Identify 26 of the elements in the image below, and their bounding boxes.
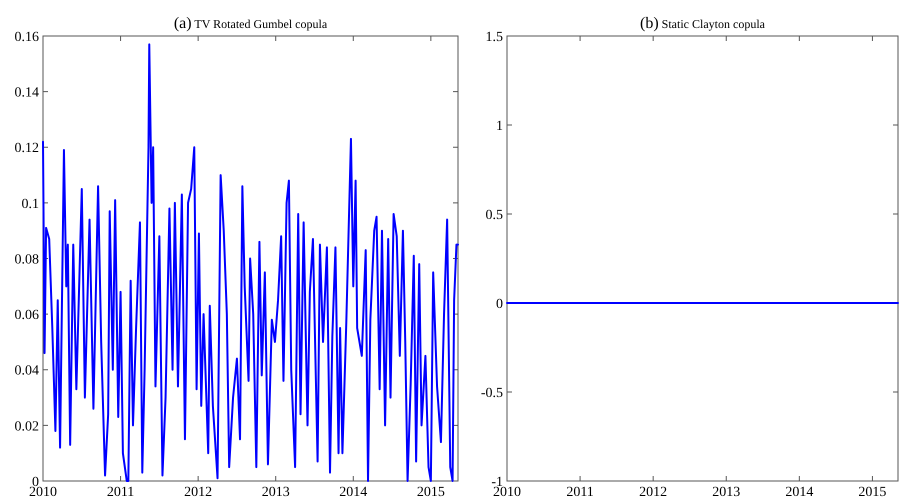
x-tick-label: 2011 [566, 485, 594, 500]
y-tick-label: -0.5 [480, 386, 503, 401]
x-tick-label: 2014 [785, 485, 814, 500]
chart-title: (b) Static Clayton copula [640, 15, 766, 32]
y-tick-label: 0.14 [14, 86, 39, 101]
y-tick-label: 1.5 [486, 30, 503, 45]
x-tick-label: 2015 [416, 485, 445, 500]
y-tick-label: 0.16 [14, 30, 39, 45]
line-series [42, 43, 459, 482]
x-tick-label: 2013 [262, 485, 290, 500]
chart-title: (a) TV Rotated Gumbel copula [174, 15, 328, 32]
y-tick-label: 0.5 [486, 208, 503, 223]
x-tick-label: 2012 [184, 485, 212, 500]
x-tick-label: 2012 [639, 485, 668, 500]
y-tick-label: 0.06 [14, 308, 39, 324]
y-tick-label: 0 [496, 296, 503, 312]
y-tick-label: 0.02 [14, 419, 39, 434]
x-tick-label: 2014 [339, 485, 368, 500]
x-tick-label: 2013 [712, 485, 740, 500]
y-tick-label: 0.12 [14, 141, 39, 156]
y-tick-label: 0.08 [14, 252, 39, 268]
x-tick-label: 2011 [106, 485, 134, 500]
y-tick-label: 0.04 [14, 364, 39, 379]
y-tick-label: 0.1 [22, 196, 39, 212]
x-tick-label: 2015 [858, 485, 886, 500]
y-tick-label: 1 [496, 118, 503, 134]
